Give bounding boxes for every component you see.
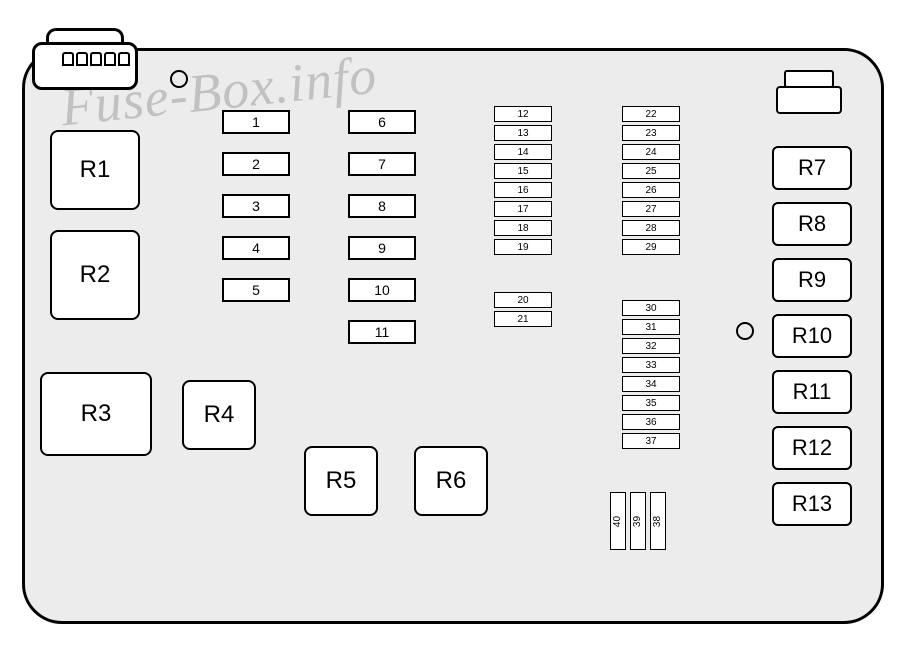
relay-r2: R2 bbox=[50, 230, 140, 320]
clip-icon bbox=[776, 70, 838, 114]
fuse-26: 26 bbox=[622, 182, 680, 198]
fuse-9: 9 bbox=[348, 236, 416, 260]
fuse-2: 2 bbox=[222, 152, 290, 176]
connector-pin bbox=[90, 52, 102, 66]
fuse-17: 17 bbox=[494, 201, 552, 217]
connector-pin bbox=[118, 52, 130, 66]
fuse-20: 20 bbox=[494, 292, 552, 308]
relay-r3: R3 bbox=[40, 372, 152, 456]
fuse-22: 22 bbox=[622, 106, 680, 122]
fuse-13: 13 bbox=[494, 125, 552, 141]
fuse-39: 39 bbox=[630, 492, 646, 550]
fuse-25: 25 bbox=[622, 163, 680, 179]
relay-r6: R6 bbox=[414, 446, 488, 516]
fuse-38: 38 bbox=[650, 492, 666, 550]
fuse-30: 30 bbox=[622, 300, 680, 316]
fuse-28: 28 bbox=[622, 220, 680, 236]
fuse-24: 24 bbox=[622, 144, 680, 160]
fuse-8: 8 bbox=[348, 194, 416, 218]
fuse-15: 15 bbox=[494, 163, 552, 179]
fuse-40: 40 bbox=[610, 492, 626, 550]
mounting-hole bbox=[736, 322, 754, 340]
relay-r12: R12 bbox=[772, 426, 852, 470]
relay-r11: R11 bbox=[772, 370, 852, 414]
fuse-1: 1 bbox=[222, 110, 290, 134]
fuse-37: 37 bbox=[622, 433, 680, 449]
fuse-19: 19 bbox=[494, 239, 552, 255]
fuse-32: 32 bbox=[622, 338, 680, 354]
fuse-4: 4 bbox=[222, 236, 290, 260]
fuse-14: 14 bbox=[494, 144, 552, 160]
fuse-23: 23 bbox=[622, 125, 680, 141]
relay-r9: R9 bbox=[772, 258, 852, 302]
relay-r13: R13 bbox=[772, 482, 852, 526]
diagram-canvas: R1R2R3R4R5R6 R7R8R9R10R11R12R13 12345678… bbox=[0, 0, 900, 654]
relay-r1: R1 bbox=[50, 130, 140, 210]
fuse-36: 36 bbox=[622, 414, 680, 430]
fuse-21: 21 bbox=[494, 311, 552, 327]
relay-r4: R4 bbox=[182, 380, 256, 450]
fuse-6: 6 bbox=[348, 110, 416, 134]
connector-pin bbox=[62, 52, 74, 66]
fuse-7: 7 bbox=[348, 152, 416, 176]
fuse-11: 11 bbox=[348, 320, 416, 344]
mounting-hole bbox=[170, 70, 188, 88]
connector-pin bbox=[76, 52, 88, 66]
fuse-33: 33 bbox=[622, 357, 680, 373]
fuse-3: 3 bbox=[222, 194, 290, 218]
relay-r7: R7 bbox=[772, 146, 852, 190]
fuse-18: 18 bbox=[494, 220, 552, 236]
fuse-27: 27 bbox=[622, 201, 680, 217]
relay-r10: R10 bbox=[772, 314, 852, 358]
fuse-16: 16 bbox=[494, 182, 552, 198]
fuse-5: 5 bbox=[222, 278, 290, 302]
fuse-35: 35 bbox=[622, 395, 680, 411]
relay-r5: R5 bbox=[304, 446, 378, 516]
fuse-31: 31 bbox=[622, 319, 680, 335]
connector bbox=[32, 28, 132, 84]
fuse-12: 12 bbox=[494, 106, 552, 122]
fusebox-panel bbox=[22, 48, 884, 624]
fuse-34: 34 bbox=[622, 376, 680, 392]
fuse-10: 10 bbox=[348, 278, 416, 302]
connector-pin bbox=[104, 52, 116, 66]
relay-r8: R8 bbox=[772, 202, 852, 246]
fuse-29: 29 bbox=[622, 239, 680, 255]
